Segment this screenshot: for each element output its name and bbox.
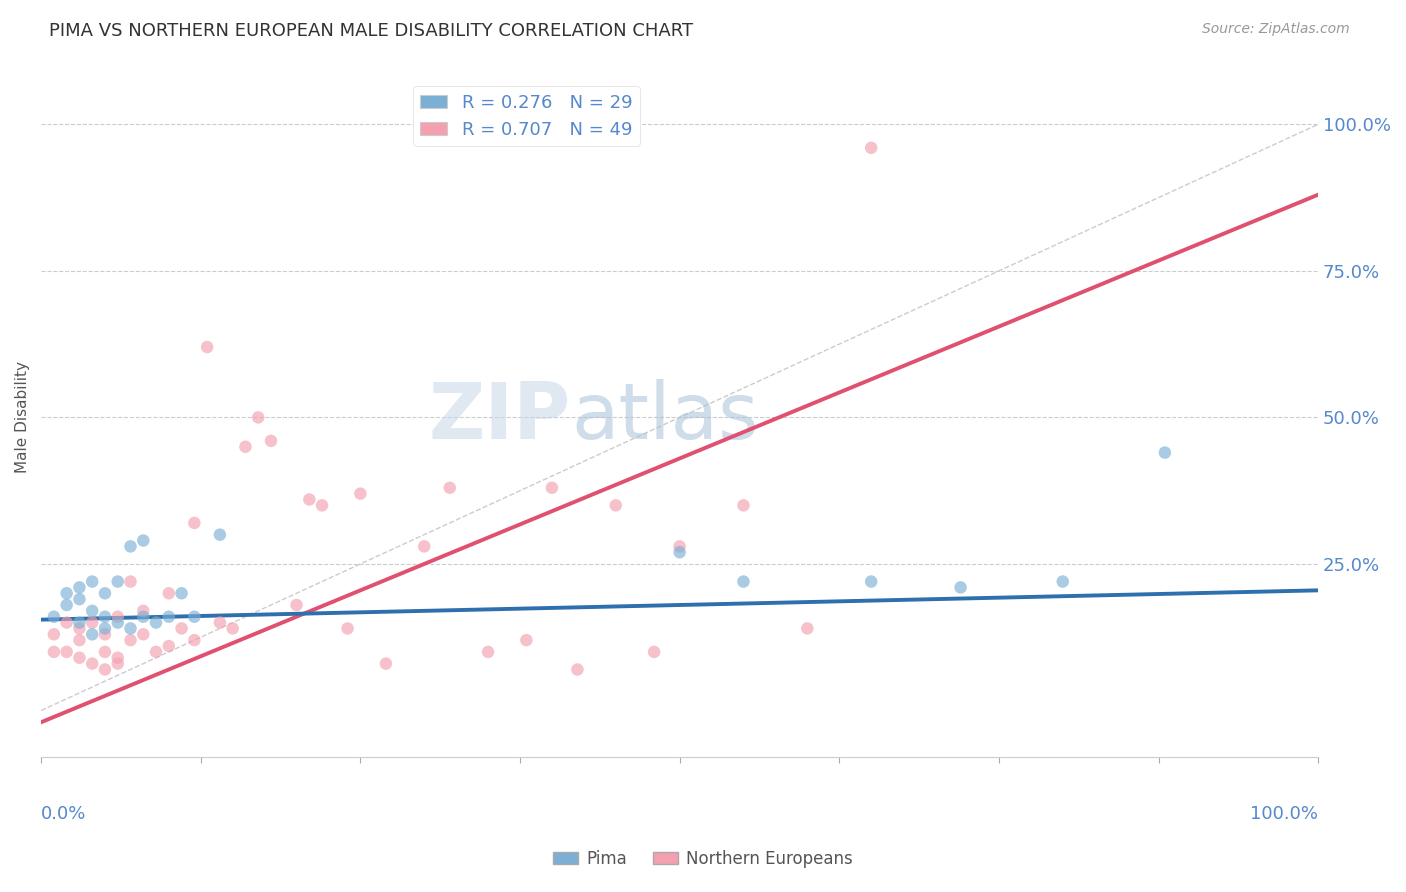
Legend: R = 0.276   N = 29, R = 0.707   N = 49: R = 0.276 N = 29, R = 0.707 N = 49 (413, 87, 640, 146)
Point (235, 440, 257, 454)
Point (668, 545, 690, 559)
Text: ZIP: ZIP (429, 379, 571, 456)
Point (94, 622, 117, 636)
Point (67, 650, 90, 665)
Point (336, 622, 359, 636)
Point (477, 645, 499, 659)
Point (183, 516, 205, 530)
Text: Source: ZipAtlas.com: Source: ZipAtlas.com (1202, 22, 1350, 37)
Text: atlas: atlas (571, 379, 759, 456)
Point (860, 141, 883, 155)
Point (67, 615, 90, 630)
Point (949, 581, 972, 595)
Point (413, 540, 436, 554)
Point (82, 604, 104, 618)
Point (120, 540, 142, 554)
Point (567, 663, 589, 677)
Point (1154, 445, 1177, 459)
Point (82, 574, 104, 589)
Point (67, 633, 90, 648)
Point (157, 609, 180, 624)
Point (82, 627, 104, 641)
Point (1052, 574, 1074, 589)
Point (55, 645, 77, 659)
Point (67, 581, 90, 595)
Point (541, 481, 564, 495)
Point (94, 663, 117, 677)
Point (145, 645, 167, 659)
Point (132, 627, 155, 641)
Point (107, 615, 129, 630)
Point (55, 586, 77, 600)
Point (42, 627, 65, 641)
Point (860, 574, 883, 589)
Point (94, 645, 117, 659)
Point (183, 609, 205, 624)
Point (195, 340, 218, 354)
Point (107, 574, 129, 589)
Point (208, 527, 231, 541)
Point (668, 540, 690, 554)
Point (42, 609, 65, 624)
Point (605, 499, 627, 513)
Point (94, 586, 117, 600)
Point (94, 627, 117, 641)
Point (733, 574, 755, 589)
Point (132, 533, 155, 548)
Y-axis label: Male Disability: Male Disability (15, 361, 30, 474)
Point (208, 615, 231, 630)
Point (260, 434, 283, 448)
Text: PIMA VS NORTHERN EUROPEAN MALE DISABILITY CORRELATION CHART: PIMA VS NORTHERN EUROPEAN MALE DISABILIT… (49, 22, 693, 40)
Legend: Pima, Northern Europeans: Pima, Northern Europeans (547, 844, 859, 875)
Point (170, 586, 193, 600)
Point (120, 574, 142, 589)
Point (170, 622, 193, 636)
Point (107, 650, 129, 665)
Point (82, 657, 104, 671)
Point (439, 481, 461, 495)
Point (82, 615, 104, 630)
Point (120, 633, 142, 648)
Point (67, 622, 90, 636)
Point (796, 622, 818, 636)
Point (221, 622, 243, 636)
Point (157, 639, 180, 653)
Point (94, 609, 117, 624)
Point (643, 645, 665, 659)
Point (183, 633, 205, 648)
Point (132, 604, 155, 618)
Point (285, 598, 308, 612)
Point (515, 633, 537, 648)
Text: 0.0%: 0.0% (41, 805, 87, 823)
Point (55, 615, 77, 630)
Point (349, 486, 371, 500)
Point (247, 410, 270, 425)
Point (157, 586, 180, 600)
Point (107, 609, 129, 624)
Point (42, 645, 65, 659)
Point (132, 609, 155, 624)
Text: 100.0%: 100.0% (1250, 805, 1319, 823)
Point (733, 499, 755, 513)
Point (67, 592, 90, 607)
Point (311, 499, 333, 513)
Point (120, 622, 142, 636)
Point (374, 657, 396, 671)
Point (107, 657, 129, 671)
Point (55, 598, 77, 612)
Point (298, 492, 321, 507)
Point (145, 615, 167, 630)
